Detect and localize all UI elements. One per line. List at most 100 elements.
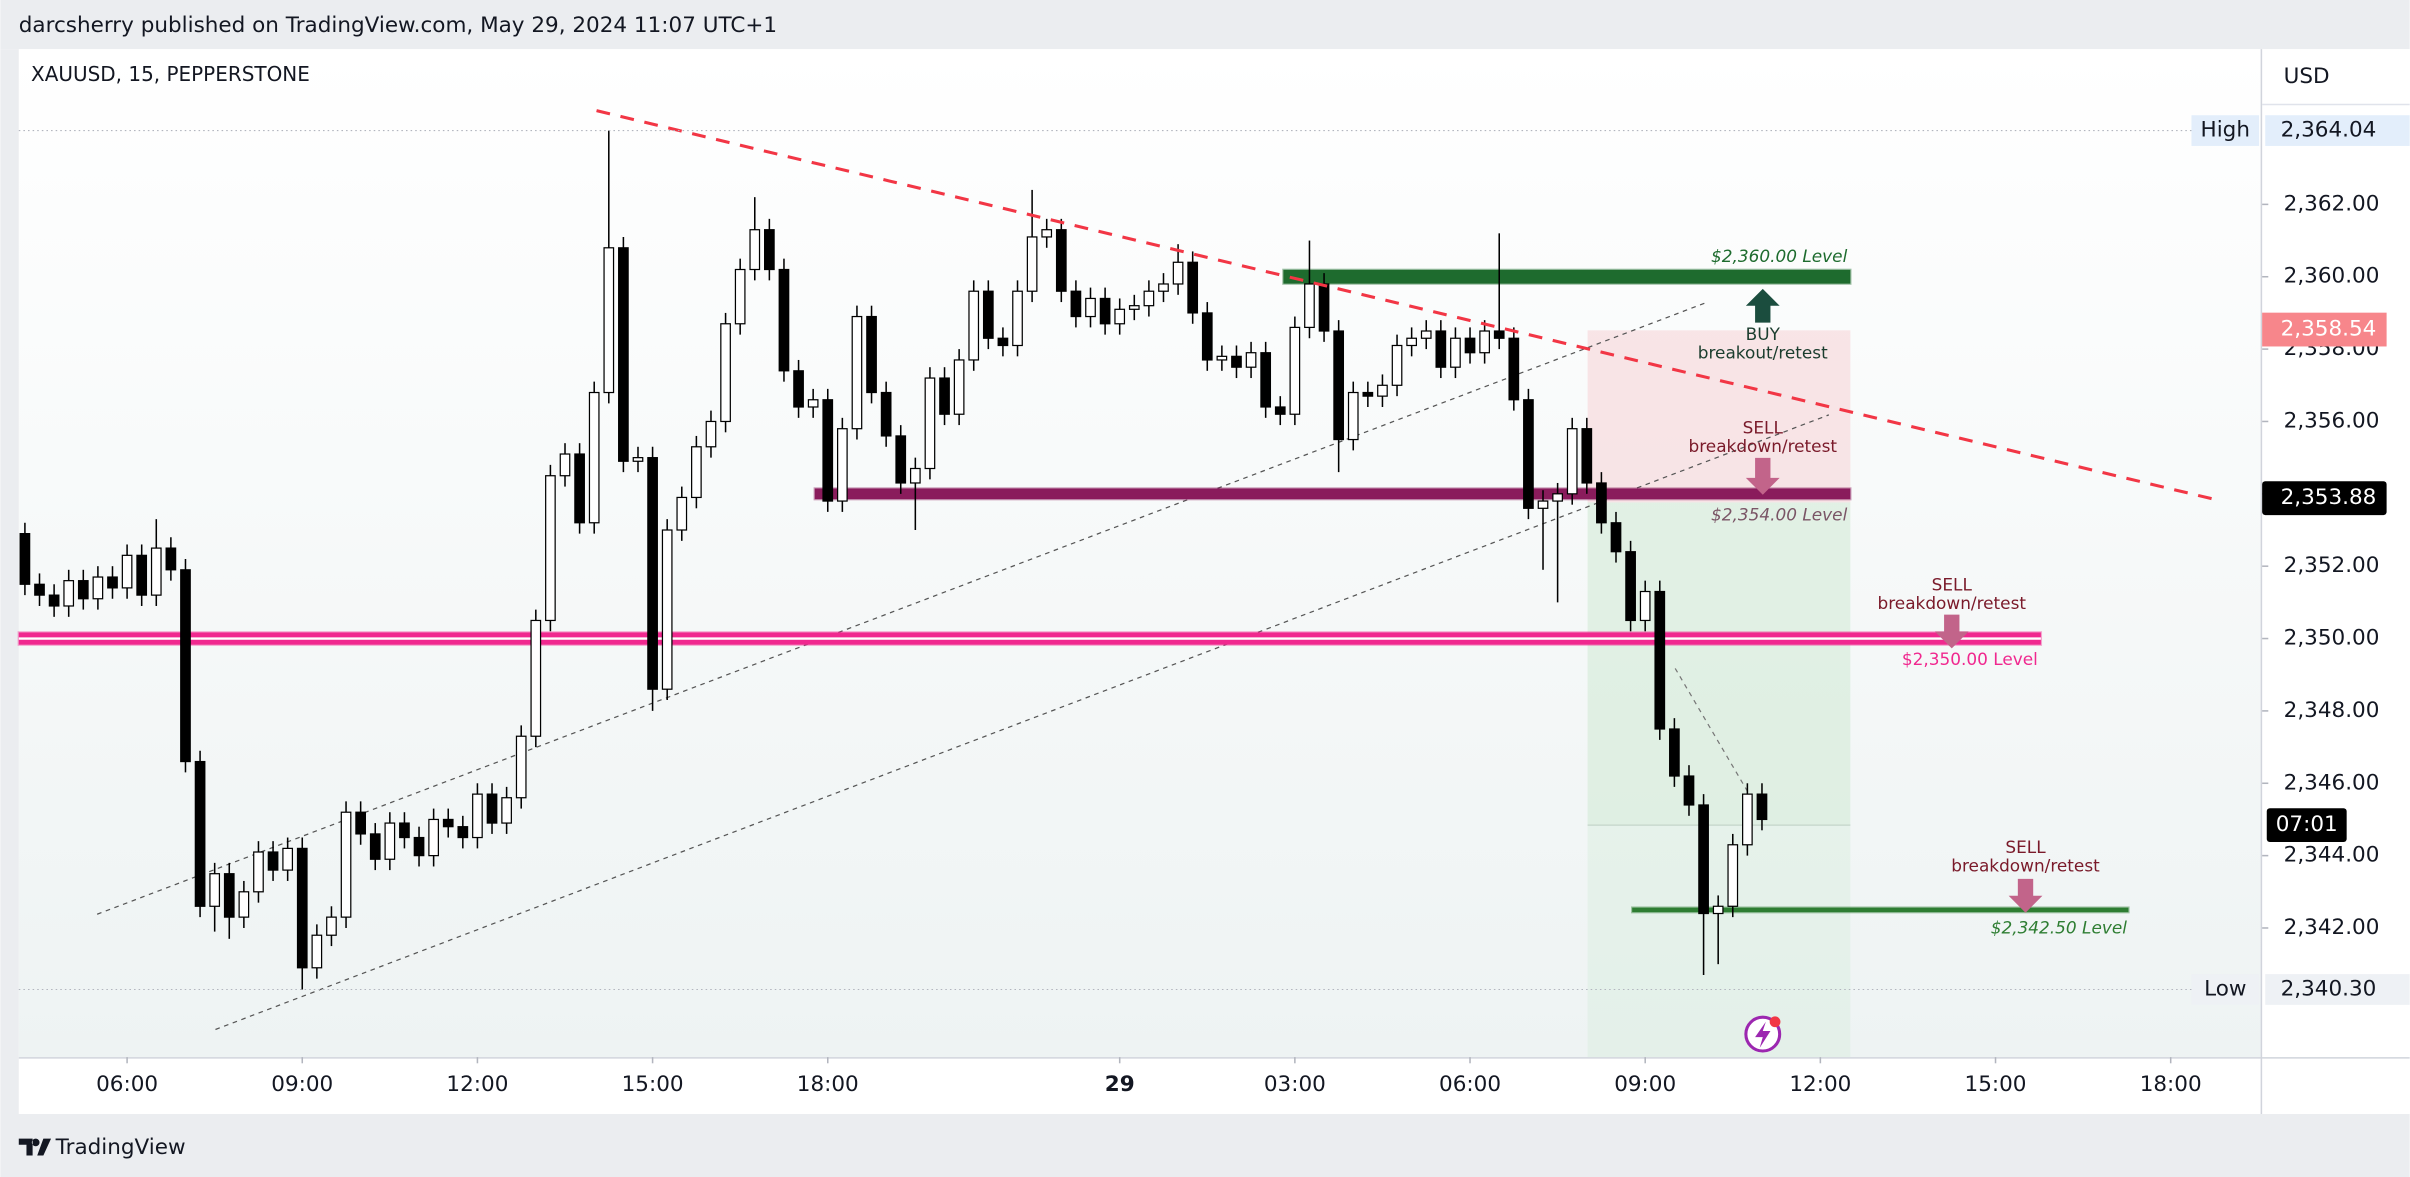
signal-action: SELL [1932,574,1973,594]
candle-body [1479,330,1490,354]
y-tick-label: 2,360.00 [2284,264,2380,289]
candle-body [691,446,702,499]
candle-body [1654,590,1666,730]
candle-body [1537,500,1549,509]
x-tick-label: 12:00 [1789,1072,1851,1097]
candle-body [48,594,60,607]
candle-body [1245,352,1257,368]
candle-body [734,268,746,325]
plot-area [18,49,2261,1058]
candle-body [428,818,439,857]
level-label: $2,350.00 Level [1902,649,2038,669]
candle-body [574,453,585,524]
candle-body [1698,804,1709,915]
signal-action: BUY [1746,324,1781,344]
candle-body [749,229,761,271]
candle-body [311,934,323,969]
candle-body [895,435,907,484]
currency: USD [2284,64,2330,89]
y-tick-label: 2,350.00 [2284,626,2380,651]
x-tick-label: 15:00 [622,1072,684,1097]
candle-body [807,399,819,408]
candle-body [720,323,731,423]
candle-body [180,569,191,763]
candle-body [1552,493,1563,502]
candle-body [1172,261,1184,285]
candle-body [588,391,600,524]
candle-body [1260,352,1272,408]
candle-body [1289,326,1301,415]
candle-body [1450,337,1461,368]
signal-arrow [1745,457,1780,495]
x-tick-label: 18:00 [797,1072,859,1097]
candle-body [1391,344,1403,386]
candle-body [997,337,1009,347]
candle-body [165,547,177,571]
candle-body [924,377,936,470]
signal-action: SELL [2005,837,2046,857]
candle-body [238,891,250,918]
candle-body [1114,308,1126,325]
candle-body [1128,305,1140,310]
last-price-tag [2262,481,2387,516]
candle-body [223,873,235,918]
candle-body [822,399,834,502]
signals: BUYbreakout/retestSELLbreakdown/retestSE… [1689,288,2100,913]
candle-body [705,420,717,448]
extreme-tag [2191,115,2260,146]
x-tick-label: 06:00 [1439,1072,1501,1097]
signal-note: breakdown/retest [1951,856,2100,876]
x-tick-label: 03:00 [1264,1072,1326,1097]
level-band [1282,268,1852,285]
candle-body [150,547,162,596]
candle-body [296,847,308,969]
candle-body [1201,312,1213,361]
candle-body [880,391,892,437]
candle-body [34,583,45,596]
candle-body [1669,728,1680,777]
candle-body [1756,793,1768,821]
x-tick-label: 09:00 [1614,1072,1676,1097]
candle-body [282,847,294,871]
alert-icon [1755,1021,1771,1048]
candle-body [559,453,571,477]
candles [19,130,1768,990]
candle-body [1318,283,1330,332]
candle-body [1610,522,1622,553]
candle-body [953,359,965,415]
candle-body [399,822,410,839]
candle-body [1041,229,1053,238]
countdown-tag [2266,808,2347,843]
candle-body [413,836,425,857]
candle-body [632,457,644,462]
candle-body [1304,283,1315,329]
footer-bar [0,1114,2410,1177]
alert-value: 2,358.54 [2281,317,2377,342]
candle-body [778,268,790,372]
extreme-name: High [2201,118,2250,143]
extreme-tag [2191,974,2260,1005]
candle-body [1187,261,1199,314]
symbol-title: XAUUSD, 15, PEPPERSTONE [31,62,310,86]
extreme-value: 2,364.04 [2281,118,2377,143]
candle-body [457,826,469,839]
signal-arrow [1934,614,1969,649]
candle-body [1493,330,1505,339]
channel-line [215,414,1830,1031]
candle-body [1420,330,1432,339]
countdown: 07:01 [2276,812,2338,837]
candle-body [77,580,89,600]
candle-body [1581,428,1593,484]
candle-body [1362,391,1374,397]
candle-body [866,315,877,394]
reward-zone [1587,502,1851,826]
candle-body [618,247,629,462]
candle-body [1523,399,1534,509]
candle-body [1727,844,1739,907]
candle-body [1435,330,1447,368]
candle-body [209,873,221,907]
x-tick-label: 18:00 [2140,1072,2202,1097]
reward-zone [1587,825,1851,1058]
x-tick-label: 12:00 [446,1072,508,1097]
